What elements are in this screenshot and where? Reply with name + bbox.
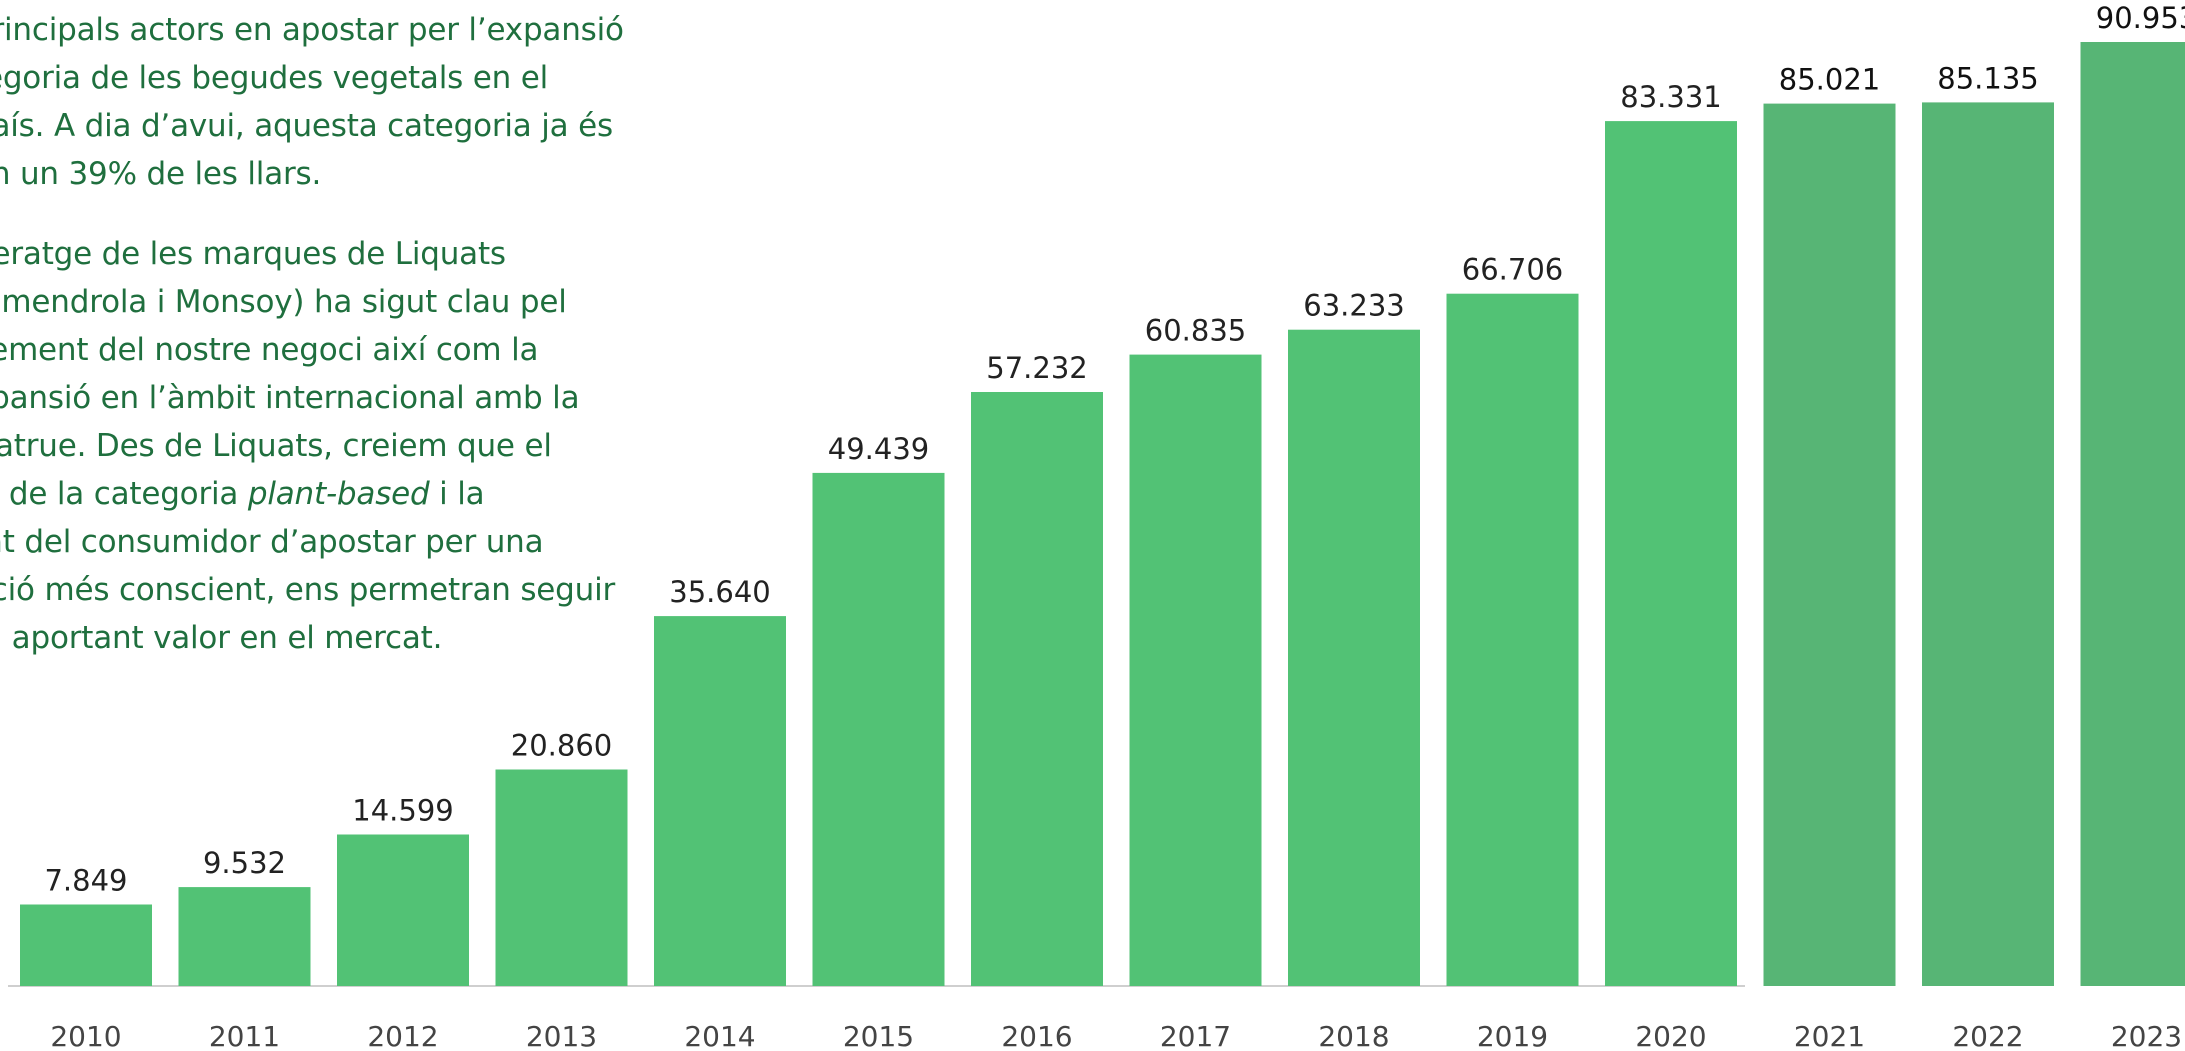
x-tick-label-2010: 2010 [50, 1020, 121, 1051]
intro-paragraph-2-part-a: deratge de les marques de Liquats Almend… [0, 236, 580, 512]
x-tick-label-2015: 2015 [843, 1020, 914, 1051]
value-label-2017: 60.835 [1145, 314, 1246, 348]
bars-group [20, 42, 2185, 987]
x-tick-label-2014: 2014 [684, 1020, 755, 1051]
bar-2020 [1605, 121, 1737, 987]
intro-paragraph-2: deratge de les marques de Liquats Almend… [0, 230, 672, 662]
x-tick-label-2019: 2019 [1477, 1020, 1548, 1051]
x-tick-label-2011: 2011 [209, 1020, 280, 1051]
bar-2012 [337, 834, 469, 986]
x-tick-label-2012: 2012 [367, 1020, 438, 1051]
intro-text: principals actors en apostar per l’expan… [0, 6, 672, 694]
value-labels-group: 7.849 9.532 14.599 20.860 35.640 49.439 57.232… [44, 1, 2185, 898]
bar-2011 [178, 887, 311, 986]
bar-2019 [1446, 293, 1579, 986]
intro-paragraph-2-part-b: i la tat del consumidor d’apostar per un… [0, 476, 616, 656]
value-label-2012: 14.599 [352, 794, 453, 828]
value-label-2022: 85.135 [1937, 61, 2038, 95]
bar-2022 [1922, 102, 2054, 986]
intro-paragraph-1: principals actors en apostar per l’expan… [0, 12, 624, 192]
bar-2013 [495, 769, 628, 986]
x-tick-label-2017: 2017 [1160, 1020, 1231, 1051]
value-label-2013: 20.860 [511, 729, 612, 763]
x-tick-label-2018: 2018 [1318, 1020, 1389, 1051]
x-tick-label-2013: 2013 [526, 1020, 597, 1051]
x-tick-label-2022: 2022 [1952, 1020, 2023, 1051]
x-tick-labels-group: 2010 2011 2012 2013 2014 2015 2016 2017 2018 2019… [50, 1020, 2182, 1051]
value-label-2019: 66.706 [1462, 253, 1563, 287]
value-label-2011: 9.532 [203, 846, 286, 880]
bar-2015 [812, 472, 945, 986]
bar-2017 [1129, 354, 1262, 987]
x-tick-label-2020: 2020 [1635, 1020, 1706, 1051]
intro-paragraph-2-emphasis: plant-based [247, 476, 430, 512]
bar-2018 [1288, 329, 1420, 986]
value-label-2020: 83.331 [1620, 80, 1721, 114]
bar-2016 [971, 392, 1103, 986]
bar-2021 [1763, 103, 1896, 987]
value-label-2014: 35.640 [669, 575, 770, 609]
value-label-2018: 63.233 [1303, 289, 1404, 323]
bar-2010 [20, 904, 152, 986]
value-label-2023: 90.953 [2096, 1, 2185, 35]
bar-2014 [654, 616, 786, 986]
value-label-2015: 49.439 [828, 432, 929, 466]
value-label-2010: 7.849 [44, 864, 127, 898]
x-tick-label-2023: 2023 [2111, 1020, 2182, 1051]
bar-2023 [2080, 42, 2185, 986]
value-label-2016: 57.232 [986, 351, 1087, 385]
x-tick-label-2016: 2016 [1001, 1020, 1072, 1051]
value-label-2021: 85.021 [1779, 63, 1880, 97]
x-tick-label-2021: 2021 [1794, 1020, 1865, 1051]
